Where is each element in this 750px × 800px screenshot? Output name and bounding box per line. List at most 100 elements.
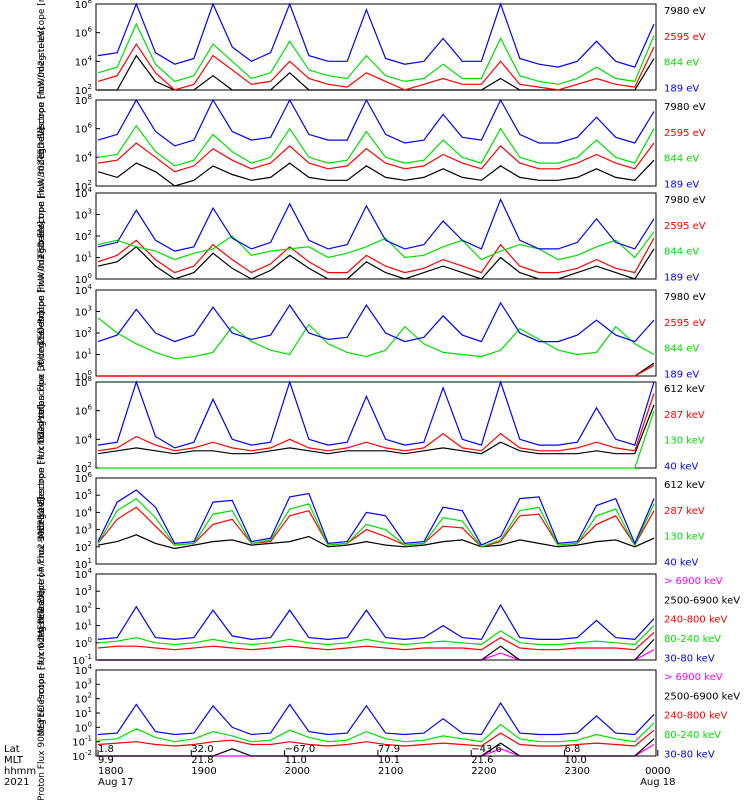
y-tick-label: 106 — [75, 26, 93, 40]
time-axis-value: 10.1 — [378, 755, 400, 766]
series-line — [97, 701, 655, 736]
time-axis-value: 6.8 — [565, 744, 581, 755]
y-tick-label: 102 — [75, 83, 92, 97]
series-line — [97, 2, 655, 68]
y-tick-label: 108 — [75, 0, 92, 11]
legend-entry: 287 keV — [664, 410, 705, 421]
series-line — [97, 231, 655, 261]
y-tick-label: 104 — [75, 150, 93, 164]
time-axis-value: 11.0 — [285, 755, 307, 766]
y-tick-label: 100 — [75, 636, 92, 650]
y-axis-label: TED Proton Flux 30deg telescope [mW/m2-s… — [37, 221, 47, 446]
y-tick-label: 102 — [75, 229, 92, 243]
legend-entry: 2595 eV — [664, 128, 706, 139]
legend-entry: 2595 eV — [664, 318, 706, 329]
series-line — [98, 54, 655, 91]
legend-entry: 30-80 keV — [664, 653, 715, 664]
series-line — [97, 197, 655, 252]
time-axis-value: 1.8 — [98, 744, 114, 755]
time-axis-value: Aug 18 — [640, 777, 675, 788]
legend-entry: 7980 eV — [664, 292, 706, 303]
y-axis-label: MEPED Proton Flux 0deg telescope [#/cm2-… — [37, 497, 47, 736]
series-line — [97, 317, 655, 360]
legend-entry: 80-240 keV — [664, 730, 721, 741]
series-line — [97, 42, 655, 91]
legend-entry: 240-800 keV — [664, 711, 728, 722]
y-tick-label: 101 — [75, 557, 92, 571]
y-tick-label: 100 — [75, 369, 92, 383]
legend-entry: 7980 eV — [664, 6, 706, 17]
series-line — [98, 638, 655, 661]
series-line — [97, 603, 655, 641]
y-tick-label: 103 — [75, 523, 92, 537]
series-line — [97, 625, 655, 646]
y-tick-label: 106 — [75, 122, 93, 136]
legend-entry: 2500-6900 keV — [664, 595, 740, 606]
time-axis-value: 21.6 — [471, 755, 493, 766]
series-line — [97, 497, 655, 548]
y-tick-label: 106 — [75, 471, 93, 485]
y-tick-label: 108 — [75, 93, 92, 107]
y-tick-label: 102 — [75, 179, 92, 193]
series-line — [97, 722, 655, 743]
legend-entry: 2500-6900 keV — [664, 691, 740, 702]
y-tick-label: 104 — [75, 186, 93, 200]
series-line — [97, 237, 655, 274]
series-line — [97, 632, 655, 651]
y-tick-label: 103 — [75, 305, 92, 319]
y-tick-label: 102 — [75, 692, 92, 706]
y-axis-label: TED Proton Flux 0deg telescope [mW/m2-st… — [37, 127, 47, 346]
y-tick-label: 10-1 — [72, 653, 92, 667]
y-tick-label: 104 — [75, 54, 93, 68]
y-tick-label: 104 — [75, 432, 93, 446]
legend-entry: > 6900 keV — [664, 576, 723, 587]
y-tick-label: 102 — [75, 326, 92, 340]
series-line — [97, 22, 655, 85]
y-tick-label: 101 — [75, 619, 92, 633]
legend-entry: 844 eV — [664, 247, 699, 258]
series-line — [98, 364, 655, 377]
y-tick-label: 104 — [75, 567, 93, 581]
time-axis-value: 9.9 — [98, 755, 114, 766]
legend-entry: 612 keV — [664, 384, 705, 395]
legend-entry: 189 eV — [664, 179, 699, 190]
time-axis-value: −67.0 — [285, 744, 316, 755]
time-axis-row-label: Lat — [4, 744, 20, 755]
time-axis-value: 10.0 — [565, 755, 587, 766]
series-line — [97, 142, 655, 173]
y-tick-label: 101 — [75, 706, 92, 720]
series-line — [97, 534, 655, 550]
series-line — [97, 489, 655, 546]
y-tick-label: 100 — [75, 272, 92, 286]
legend-entry: 189 eV — [664, 272, 699, 283]
series-line — [97, 380, 655, 449]
time-axis-row-label: MLT — [4, 755, 24, 766]
time-axis-row-label: 2021 — [4, 777, 29, 788]
time-axis-value: 0000 — [645, 766, 670, 777]
y-tick-label: 103 — [75, 208, 92, 222]
y-tick-label: 102 — [75, 540, 92, 554]
series-line — [97, 159, 655, 187]
time-axis-value: 2000 — [285, 766, 310, 777]
legend-entry: 130 keV — [664, 436, 705, 447]
y-axis-label: MEPED Proton Flux 90deg telescope [#/cm2… — [37, 591, 47, 800]
legend-entry: 80-240 keV — [664, 634, 721, 645]
time-axis-value: 1900 — [191, 766, 216, 777]
legend-entry: 7980 eV — [664, 102, 706, 113]
y-axis-label: TED Electron Flux 0deg telescope [mW/m2-… — [37, 0, 47, 161]
panel-4: 100 101 102 103 104 TED Proton Flux 30deg tel… — [37, 221, 706, 446]
panel-frame — [95, 289, 657, 377]
y-tick-label: 104 — [75, 505, 93, 519]
legend-entry: 30-80 keV — [664, 749, 715, 760]
panel-3: 100 101 102 103 104 TED Proton Flux 0deg tele… — [37, 127, 706, 346]
legend-entry: 612 keV — [664, 480, 705, 491]
time-axis-value: Aug 17 — [98, 777, 133, 788]
legend-entry: 2595 eV — [664, 221, 706, 232]
y-tick-label: 104 — [75, 283, 93, 297]
y-tick-label: 102 — [75, 461, 92, 475]
series-line — [98, 410, 655, 469]
series-line — [98, 362, 655, 377]
